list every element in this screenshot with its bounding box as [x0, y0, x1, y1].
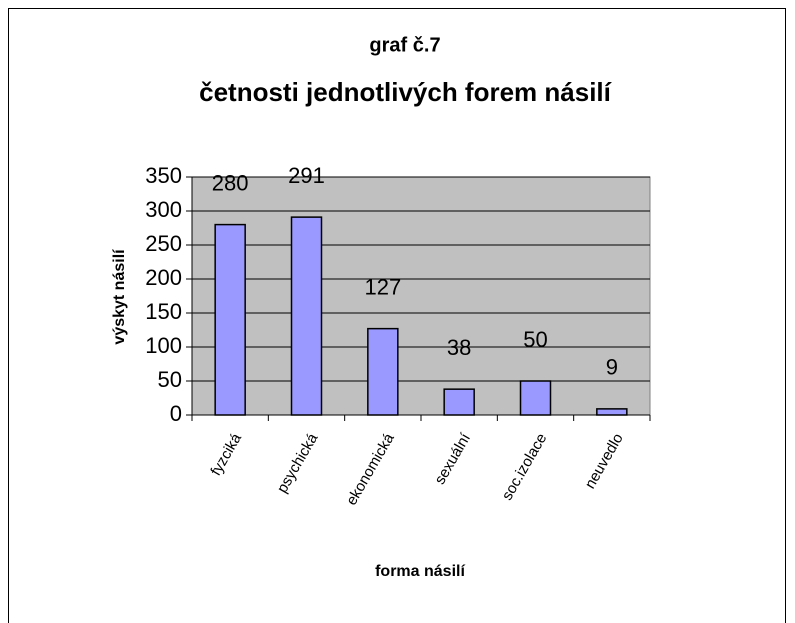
data-label: 127: [364, 274, 401, 299]
data-label: 50: [523, 327, 547, 352]
x-axis-label: forma násilí: [375, 563, 465, 580]
bar: [367, 327, 399, 416]
y-tick-label: 300: [145, 197, 182, 222]
data-label: 9: [606, 355, 618, 380]
chart-subtitle: četnosti jednotlivých forem násilí: [199, 77, 612, 107]
bar: [443, 388, 475, 416]
y-tick-label: 150: [145, 299, 182, 324]
plot-area: [191, 176, 651, 416]
y-tick-label: 50: [158, 367, 182, 392]
y-tick-label: 350: [145, 163, 182, 188]
bar: [596, 408, 628, 416]
bar: [519, 380, 552, 416]
y-tick-label: 250: [145, 231, 182, 256]
y-tick-label: 200: [145, 265, 182, 290]
y-axis-label: výskyt násilí: [111, 249, 128, 345]
y-tick-label: 100: [145, 333, 182, 358]
y-tick-label: 0: [170, 401, 182, 426]
data-label: 291: [288, 163, 325, 188]
bar: [290, 216, 323, 416]
data-label: 280: [212, 170, 249, 195]
data-label: 38: [447, 335, 471, 360]
chart-title: graf č.7: [369, 34, 440, 56]
bar: [214, 223, 246, 416]
